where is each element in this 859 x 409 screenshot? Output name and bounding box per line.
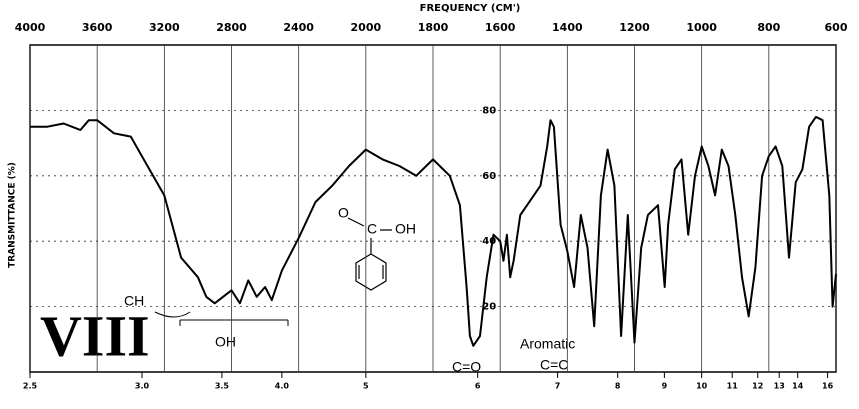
x2-tick-label: 5	[363, 382, 369, 391]
x2-tick-label: 7	[555, 382, 561, 391]
annotation: OH	[215, 334, 236, 350]
x-tick-label: 2800	[216, 21, 247, 34]
x-tick-label: 4000	[15, 21, 46, 34]
x-tick-label: 1400	[552, 21, 583, 34]
x2-tick-label: 14	[792, 382, 804, 391]
structure-atom: OH	[395, 221, 416, 237]
x2-tick-label: 16	[822, 382, 834, 391]
y-tick-label: 60	[482, 171, 496, 182]
x2-tick-label: 10	[696, 382, 708, 391]
structure-atom: C	[367, 221, 377, 237]
x-tick-label: 1600	[485, 21, 516, 34]
x2-tick-label: 2.5	[23, 382, 38, 391]
y-tick-label: 80	[482, 105, 496, 116]
x-tick-label: 600	[825, 21, 848, 34]
x-tick-label: 2400	[283, 21, 314, 34]
x2-tick-label: 3.0	[135, 382, 150, 391]
x2-tick-label: 6	[475, 382, 481, 391]
x2-tick-label: 9	[662, 382, 668, 391]
y-tick-label: 40	[482, 236, 496, 247]
chart: FREQUENCY (CM') TRANSMITTANCE (%) CH OH …	[0, 0, 859, 409]
x-tick-label: 3200	[149, 21, 180, 34]
x2-tick-label: 8	[615, 382, 621, 391]
structure-atom: O	[338, 205, 349, 221]
x-tick-label: 2000	[351, 21, 382, 34]
x-axis-title: FREQUENCY (CM')	[420, 3, 521, 14]
x2-tick-label: 11	[727, 382, 739, 391]
bracket	[180, 320, 288, 326]
annotation: C=C	[540, 357, 568, 373]
x-tick-label: 800	[757, 21, 780, 34]
x2-tick-label: 3.5	[215, 382, 230, 391]
x-tick-label: 1200	[619, 21, 650, 34]
x2-tick-label: 4.0	[275, 382, 290, 391]
x-tick-label: 3600	[82, 21, 113, 34]
annotation: C=O	[452, 359, 481, 375]
x2-tick-label: 13	[774, 382, 785, 391]
x-tick-label: 1000	[686, 21, 717, 34]
x2-tick-label: 12	[752, 382, 763, 391]
numeral: VIII	[40, 303, 150, 368]
y-axis-title: TRANSMITTANCE (%)	[8, 162, 18, 268]
bracket	[155, 312, 190, 317]
x-tick-label: 1800	[418, 21, 449, 34]
